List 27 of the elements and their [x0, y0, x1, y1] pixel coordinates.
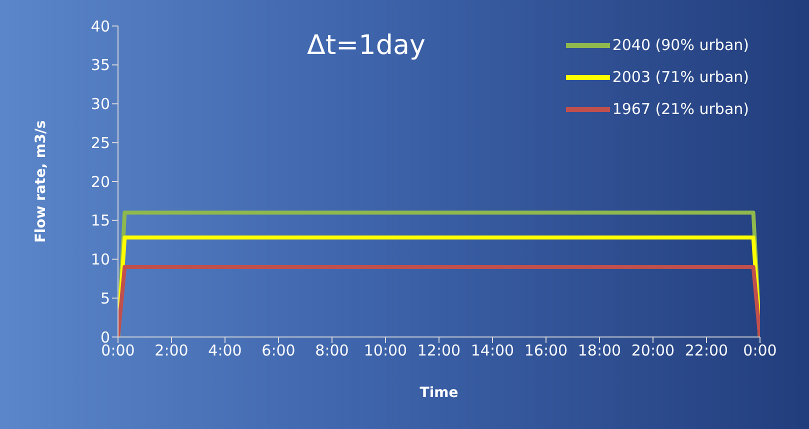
- x-tick-label: 12:00: [417, 342, 461, 360]
- x-tick-label: 8:00: [315, 342, 349, 360]
- y-tick-label: 30: [90, 95, 110, 114]
- legend-label: 2003 (71% urban): [612, 68, 749, 86]
- x-tick-label: 6:00: [262, 342, 296, 360]
- y-axis-title: Flow rate, m3/s: [32, 120, 49, 243]
- y-tick-label: 35: [90, 56, 110, 74]
- y-tick-label: 25: [90, 134, 110, 152]
- x-tick-label: 0:00: [743, 342, 777, 360]
- y-tick-label: 15: [90, 212, 110, 230]
- x-tick-label: 0:00: [101, 342, 135, 360]
- x-tick-label: 22:00: [684, 342, 728, 360]
- y-tick-label: 40: [90, 17, 110, 36]
- x-tick-label: 20:00: [631, 342, 675, 360]
- x-tick-label: 18:00: [578, 342, 622, 360]
- y-tick-label: 20: [90, 172, 110, 191]
- legend-label: 1967 (21% urban): [612, 100, 749, 118]
- x-tick-label: 14:00: [470, 342, 514, 360]
- x-tick-label: 10:00: [364, 342, 408, 360]
- y-tick-label: 10: [90, 250, 110, 269]
- x-tick-label: 16:00: [524, 342, 568, 360]
- annotation: Δt=1day: [307, 30, 426, 61]
- legend-label: 2040 (90% urban): [612, 36, 749, 54]
- y-tick-label: 5: [100, 289, 110, 308]
- x-axis-title: Time: [420, 385, 458, 401]
- x-tick-label: 4:00: [208, 342, 242, 360]
- x-tick-label: 2:00: [154, 342, 188, 360]
